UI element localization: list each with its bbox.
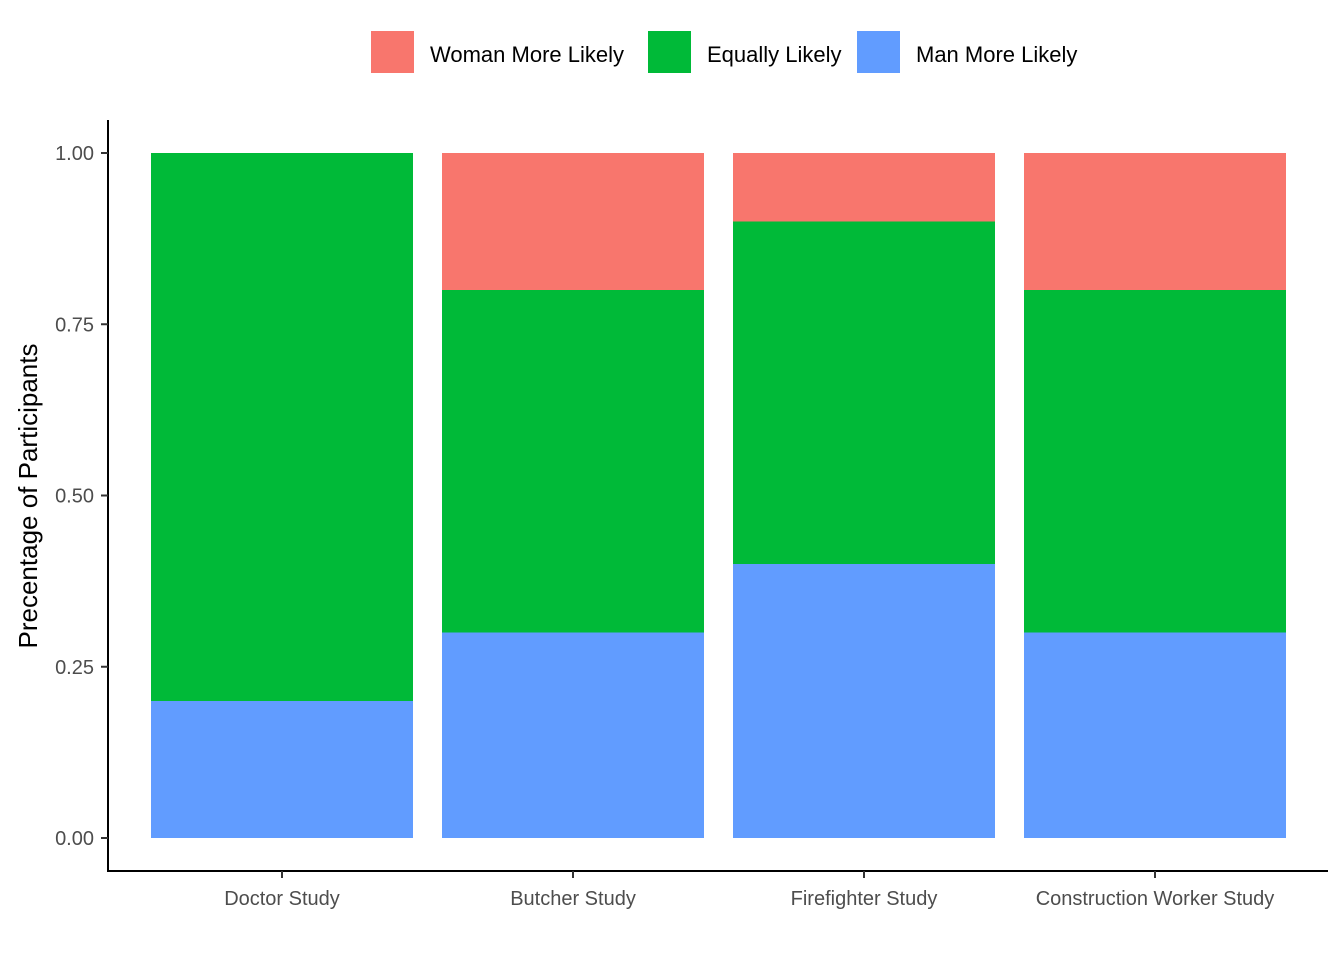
bar-doctor-study-equally-likely [151,153,413,701]
legend-key-man-more-likely [857,31,900,73]
x-tick-label-butcher-study: Butcher Study [510,888,636,910]
legend-label-equally-likely: Equally Likely [707,42,842,67]
bar-butcher-study-woman-more-likely [442,153,704,290]
x-tick-label-construction-worker-study: Construction Worker Study [1036,888,1275,910]
bar-firefighter-study-equally-likely [733,221,995,564]
legend-key-equally-likely [648,31,691,73]
legend-label-woman-more-likely: Woman More Likely [430,42,624,67]
legend: Woman More Likely Equally Likely Man More … [371,31,1077,73]
bars-layer [151,153,1286,838]
bar-construction-worker-study-equally-likely [1024,290,1286,633]
y-tick-label: 0.25 [55,657,94,679]
y-axis-title: Precentage of Participants [13,344,43,649]
axes-layer: 0.00 0.25 0.50 0.75 1.00 Doctor Study Butcher … [55,120,1328,910]
bar-butcher-study-man-more-likely [442,632,704,838]
y-tick-label: 0.75 [55,314,94,336]
y-tick-label: 1.00 [55,143,94,165]
x-tick-label-firefighter-study: Firefighter Study [791,888,938,910]
x-tick-label-doctor-study: Doctor Study [224,888,340,910]
bar-firefighter-study-woman-more-likely [733,153,995,222]
legend-label-man-more-likely: Man More Likely [916,42,1077,67]
bar-butcher-study-equally-likely [442,290,704,633]
y-tick-label: 0.00 [55,828,94,850]
bar-construction-worker-study-man-more-likely [1024,632,1286,838]
legend-key-woman-more-likely [371,31,414,73]
bar-construction-worker-study-woman-more-likely [1024,153,1286,290]
bar-firefighter-study-man-more-likely [733,564,995,838]
bar-doctor-study-man-more-likely [151,701,413,838]
y-tick-label: 0.50 [55,486,94,508]
